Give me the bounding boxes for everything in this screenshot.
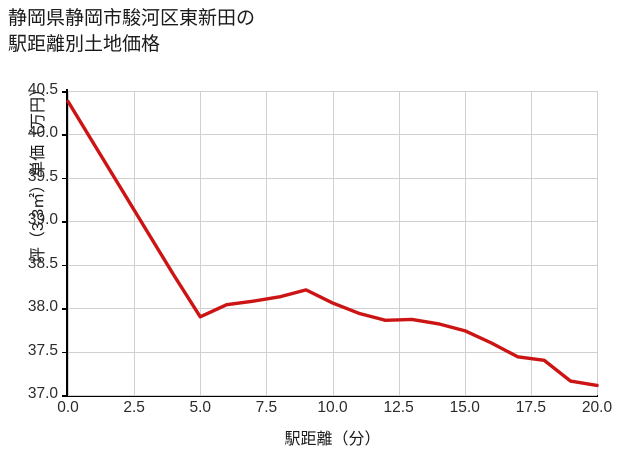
gridline-x-12.5 <box>398 91 400 395</box>
x-tick-label: 12.5 <box>383 399 414 416</box>
gridline-x-7.5 <box>266 91 268 395</box>
x-tick-label: 7.5 <box>255 399 278 416</box>
y-tick-label: 39.5 <box>27 167 58 185</box>
y-tick-mark <box>62 177 67 180</box>
gridline-x-17.5 <box>530 91 532 395</box>
chart-title: 静岡県静岡市駿河区東新田の 駅距離別土地価格 <box>8 8 256 55</box>
x-axis-label: 駅距離（分） <box>284 431 381 448</box>
x-tick-label: 0.0 <box>57 399 79 416</box>
gridline-x-2.5 <box>134 91 136 395</box>
x-tick-label: 5.0 <box>189 399 212 416</box>
gridline-x-20.0 <box>597 91 598 395</box>
y-tick-label: 40.5 <box>27 81 58 98</box>
y-tick-mark <box>62 351 67 354</box>
y-tick-mark <box>62 264 67 267</box>
gridline-x-10.0 <box>332 91 334 395</box>
plot-area <box>66 91 599 396</box>
gridline-x-0.0 <box>68 91 69 395</box>
y-tick-mark <box>62 395 67 397</box>
y-tick-label: 37.5 <box>27 341 58 359</box>
x-tick-label: 20.0 <box>581 399 613 416</box>
x-tick-label: 2.5 <box>123 399 145 416</box>
y-tick-label: 38.5 <box>27 254 58 272</box>
y-tick-mark <box>62 91 67 93</box>
series-polyline <box>66 99 599 388</box>
gridline-y-37.0 <box>68 395 597 396</box>
line-series <box>66 99 599 388</box>
y-tick-mark <box>62 308 67 310</box>
gridline-x-15.0 <box>464 91 466 395</box>
y-tick-label: 39.0 <box>27 211 58 229</box>
y-tick-label: 38.0 <box>27 298 58 316</box>
y-tick-mark <box>62 221 67 223</box>
y-axis-line <box>66 89 69 397</box>
x-tick-label: 10.0 <box>317 399 348 416</box>
x-tick-label: 17.5 <box>515 399 546 416</box>
y-tick-label: 37.0 <box>27 385 58 402</box>
y-tick-mark <box>62 134 67 137</box>
gridline-x-5.0 <box>200 91 202 395</box>
x-tick-label: 15.0 <box>449 399 480 416</box>
y-tick-label: 40.0 <box>27 124 58 142</box>
